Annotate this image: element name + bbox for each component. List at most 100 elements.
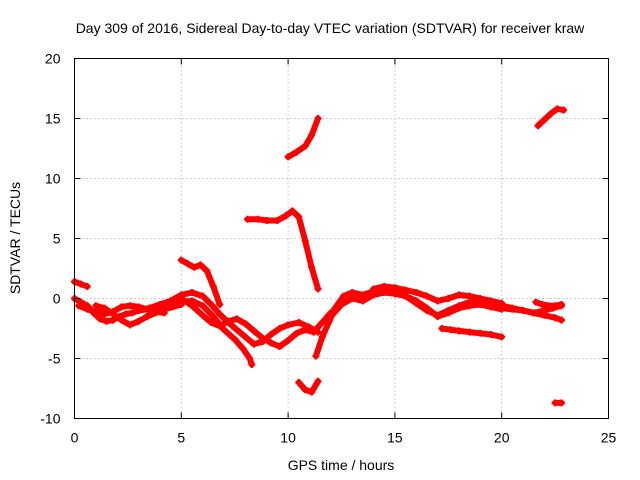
data-point <box>209 313 217 320</box>
data-point <box>370 285 378 293</box>
data-point <box>340 292 348 300</box>
data-point <box>209 283 217 290</box>
data-point <box>284 337 292 344</box>
data-point <box>241 320 249 328</box>
data-point <box>412 299 420 307</box>
data-point <box>545 302 553 310</box>
data-point <box>444 307 452 314</box>
x-tick-label: 5 <box>177 430 185 446</box>
data-arc-arc-11 <box>295 378 321 396</box>
data-point <box>519 307 527 314</box>
y-tick-label: 20 <box>45 51 61 67</box>
data-point <box>135 307 143 314</box>
y-tick-labels: -10 -5 0 5 10 15 20 <box>40 51 60 427</box>
data-point <box>188 302 196 310</box>
data-point <box>207 301 215 308</box>
data-point <box>498 333 506 341</box>
data-point <box>444 295 452 302</box>
data-point <box>233 315 241 323</box>
data-point <box>308 263 316 271</box>
data-point <box>308 388 316 396</box>
data-point <box>348 295 356 302</box>
data-point <box>391 287 399 295</box>
data-point <box>438 325 446 332</box>
data-point <box>455 291 463 299</box>
data-point <box>316 321 324 329</box>
data-point <box>327 313 335 320</box>
data-point <box>288 207 296 215</box>
data-point <box>538 301 546 308</box>
data-point <box>135 317 143 325</box>
data-point <box>199 292 207 300</box>
data-point <box>558 301 566 308</box>
data-point <box>295 379 303 386</box>
data-point <box>92 308 100 316</box>
data-point <box>314 285 322 293</box>
data-point <box>314 115 322 122</box>
data-point <box>476 329 484 337</box>
data-point <box>547 110 555 118</box>
data-point <box>282 212 290 220</box>
x-tick-label: 0 <box>71 430 79 446</box>
data-point <box>156 301 164 308</box>
data-point <box>301 386 309 394</box>
data-point <box>284 153 292 161</box>
data-point <box>109 310 117 318</box>
data-point <box>248 361 256 368</box>
data-point <box>197 261 205 269</box>
data-marks <box>71 105 568 407</box>
y-tick-label: -5 <box>48 351 61 367</box>
data-point <box>267 339 275 347</box>
data-point <box>560 106 568 114</box>
data-point <box>244 215 252 223</box>
data-point <box>423 292 431 300</box>
data-point <box>263 217 271 224</box>
data-point <box>551 314 559 322</box>
data-point <box>301 237 309 245</box>
data-point <box>540 307 548 314</box>
data-point <box>254 215 262 223</box>
data-point <box>220 326 228 334</box>
data-point <box>199 311 207 319</box>
data-point <box>239 345 247 353</box>
data-point <box>308 131 316 139</box>
data-point <box>380 283 388 290</box>
data-point <box>348 289 356 296</box>
data-point <box>276 343 284 350</box>
data-point <box>487 331 495 338</box>
data-point <box>558 399 566 407</box>
data-point <box>96 315 104 323</box>
data-point <box>216 310 224 318</box>
data-arc-arc-9 <box>244 207 321 292</box>
data-point <box>295 319 303 326</box>
data-point <box>177 295 185 302</box>
data-point <box>224 317 232 325</box>
data-point <box>216 322 224 330</box>
data-point <box>466 298 474 306</box>
grid-lines <box>74 58 609 419</box>
data-point <box>77 280 85 288</box>
data-point <box>551 399 559 407</box>
data-point <box>177 256 185 264</box>
data-point <box>276 325 284 332</box>
data-point <box>100 304 108 312</box>
data-point <box>455 302 463 310</box>
axis-ticks <box>74 58 609 419</box>
data-point <box>284 321 292 329</box>
data-point <box>293 329 301 337</box>
data-point <box>250 340 258 348</box>
data-point <box>359 291 367 299</box>
data-point <box>455 327 463 335</box>
data-point <box>92 302 100 310</box>
data-point <box>83 305 91 313</box>
y-axis-label: SDTVAR / TECUs <box>7 182 23 294</box>
data-point <box>207 319 215 326</box>
data-point <box>190 263 198 271</box>
data-point <box>273 217 281 224</box>
data-point <box>498 304 506 312</box>
data-point <box>532 298 540 306</box>
data-point <box>325 319 333 326</box>
data-point <box>267 331 275 338</box>
data-point <box>318 333 326 341</box>
data-point <box>122 310 130 318</box>
